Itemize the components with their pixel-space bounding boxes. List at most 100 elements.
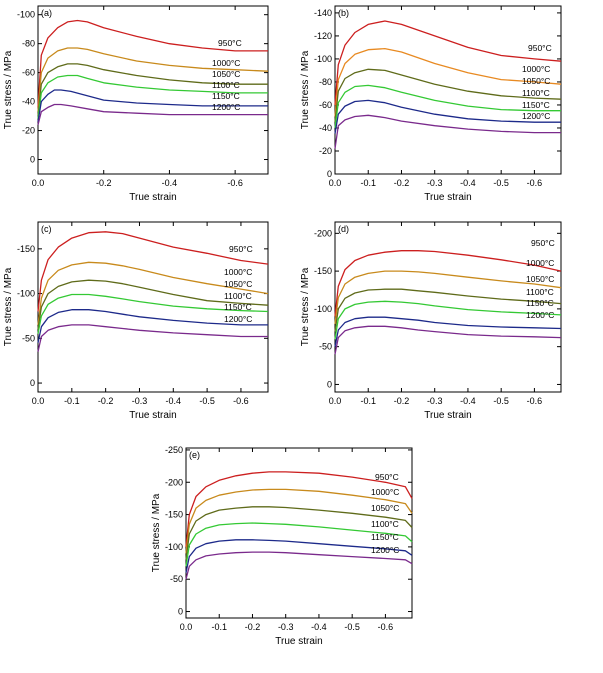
y-tick-label: -100 xyxy=(314,304,332,314)
x-tick-label: -0.3 xyxy=(278,622,294,632)
x-tick-label: -0.6 xyxy=(233,396,249,406)
y-tick-label: -100 xyxy=(165,542,183,552)
series-line xyxy=(37,74,268,120)
y-tick-label: -150 xyxy=(165,510,183,520)
y-tick-label: -40 xyxy=(319,123,332,133)
series-label: 950°C xyxy=(375,472,399,482)
x-axis-label: True strain xyxy=(129,410,176,421)
x-tick-label: -0.3 xyxy=(132,396,148,406)
plot-frame xyxy=(185,447,413,619)
x-tick-label: -0.4 xyxy=(460,178,476,188)
series-label: 1100°C xyxy=(526,287,554,297)
x-tick-label: -0.6 xyxy=(527,396,543,406)
series-line xyxy=(185,471,413,547)
y-tick-label: -200 xyxy=(314,228,332,238)
series-label: 1100°C xyxy=(212,80,240,90)
series-line xyxy=(334,325,562,355)
x-tick-label: -0.3 xyxy=(427,396,443,406)
series-line xyxy=(334,99,561,134)
series-label: 1200°C xyxy=(212,102,240,112)
series-line xyxy=(37,324,268,352)
y-tick-label: -50 xyxy=(22,333,35,343)
x-tick-label: -0.2 xyxy=(245,622,261,632)
x-tick-label: -0.2 xyxy=(98,396,114,406)
x-tick-label: -0.1 xyxy=(360,396,376,406)
x-tick-label: -0.5 xyxy=(344,622,360,632)
x-axis-label: True strain xyxy=(129,192,176,203)
series-line xyxy=(37,63,268,117)
y-axis-label: True stress / MPa xyxy=(3,267,14,346)
series-line xyxy=(37,261,269,325)
series-label: 1150°C xyxy=(371,532,399,542)
panel-label: (a) xyxy=(41,8,52,18)
x-tick-label: -0.4 xyxy=(162,178,178,188)
series-line xyxy=(334,20,562,106)
y-tick-label: -150 xyxy=(17,244,35,254)
x-tick-label: -0.6 xyxy=(378,622,394,632)
y-tick-label: 0 xyxy=(30,378,35,388)
series-label: 1000°C xyxy=(212,58,240,68)
x-axis-label: True strain xyxy=(275,636,322,647)
x-tick-label: -0.5 xyxy=(493,178,509,188)
x-tick-label: 0.0 xyxy=(180,622,193,632)
y-tick-label: -60 xyxy=(319,100,332,110)
series-label: 1200°C xyxy=(224,314,252,324)
y-tick-label: -80 xyxy=(22,39,35,49)
y-tick-label: -100 xyxy=(17,289,35,299)
series-label: 1100°C xyxy=(522,88,550,98)
y-tick-label: -100 xyxy=(314,54,332,64)
series-line xyxy=(334,47,562,117)
y-axis-label: True stress / MPa xyxy=(300,50,311,129)
series-label: 1000°C xyxy=(526,258,554,268)
y-tick-label: -150 xyxy=(314,266,332,276)
x-tick-label: -0.3 xyxy=(427,178,443,188)
series-label: 1150°C xyxy=(522,100,550,110)
series-line xyxy=(37,309,268,343)
series-label: 1200°C xyxy=(371,545,399,555)
x-tick-label: -0.4 xyxy=(166,396,182,406)
panel-label: (b) xyxy=(338,8,349,18)
x-axis-label: True strain xyxy=(424,192,471,203)
series-line xyxy=(37,293,269,334)
series-label: 1150°C xyxy=(212,91,240,101)
y-tick-label: -250 xyxy=(165,445,183,455)
series-label: 1050°C xyxy=(522,76,550,86)
series-line xyxy=(334,68,562,123)
y-tick-label: 0 xyxy=(327,169,332,179)
series-label: 1000°C xyxy=(522,64,550,74)
series-label: 1100°C xyxy=(371,519,399,529)
series-line xyxy=(37,89,268,123)
series-label: 950°C xyxy=(531,238,555,248)
y-tick-label: 0 xyxy=(30,155,35,165)
x-tick-label: -0.2 xyxy=(394,396,410,406)
series-label: 1200°C xyxy=(522,111,550,121)
chart-panel: 0.0 -0.1 -0.2 -0.3 -0.4 -0.5 -0.6 0 -50 -100 -150 -… xyxy=(151,445,413,647)
x-tick-label: -0.6 xyxy=(527,178,543,188)
series-label: 1150°C xyxy=(224,302,252,312)
panel-label: (c) xyxy=(41,224,52,234)
plot-frame xyxy=(334,5,562,175)
y-axis-label: True stress / MPa xyxy=(300,267,311,346)
series-label: 1200°C xyxy=(526,310,554,320)
chart-panel: 0.0 -0.1 -0.2 -0.3 -0.4 -0.5 -0.6 0 -20 -40 -60 -80… xyxy=(300,5,562,203)
x-tick-label: -0.6 xyxy=(227,178,243,188)
x-tick-label: -0.1 xyxy=(64,396,80,406)
series-line xyxy=(185,506,413,560)
y-tick-label: -200 xyxy=(165,477,183,487)
x-tick-label: -0.2 xyxy=(96,178,112,188)
series-line xyxy=(185,522,413,567)
series-label: 1100°C xyxy=(224,291,252,301)
series-line xyxy=(334,316,562,347)
y-tick-label: -100 xyxy=(17,10,35,20)
series-line xyxy=(37,103,268,125)
series-label: 1050°C xyxy=(224,279,252,289)
y-tick-label: 0 xyxy=(327,379,332,389)
y-axis-label: True stress / MPa xyxy=(3,50,14,129)
series-line xyxy=(37,19,268,108)
series-line xyxy=(334,270,562,325)
series-label: 1000°C xyxy=(371,487,399,497)
y-tick-label: -80 xyxy=(319,77,332,87)
series-line xyxy=(185,488,413,554)
x-tick-label: 0.0 xyxy=(329,178,342,188)
x-tick-label: -0.2 xyxy=(394,178,410,188)
